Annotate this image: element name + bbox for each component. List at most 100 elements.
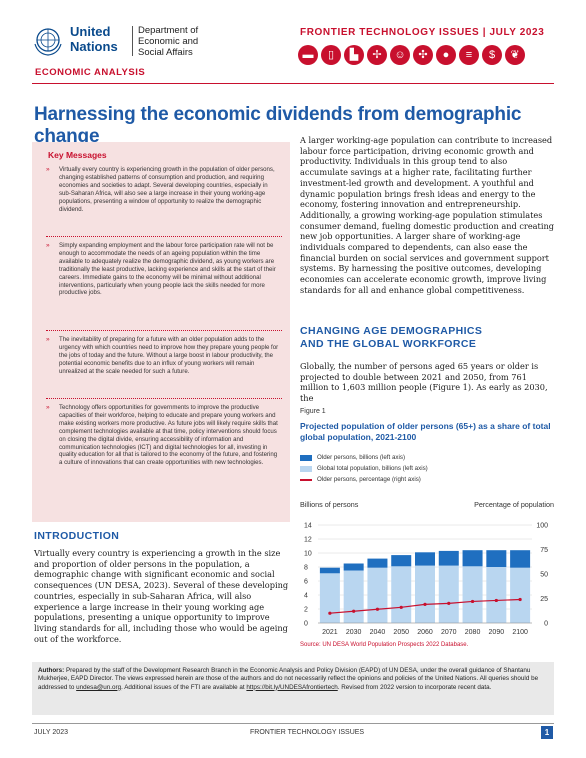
percentage-point	[328, 611, 332, 615]
percentage-point	[470, 599, 475, 604]
bar-total-population	[319, 573, 340, 623]
left-tick-label: 8	[304, 565, 308, 572]
left-tick-label: 2	[304, 607, 308, 614]
left-tick-label: 14	[304, 523, 312, 530]
legend-item: Older persons, billions (left axis)	[300, 454, 405, 461]
x-tick-label: 2050	[393, 629, 409, 636]
legend-line	[300, 478, 312, 481]
key-message-2: » Simply expanding employment and the lab…	[46, 242, 276, 297]
bar-older-persons	[462, 550, 483, 567]
percentage-point	[399, 605, 403, 609]
left-tick-label: 6	[304, 579, 308, 586]
factory-icon: ▙	[344, 45, 364, 65]
key-message-divider	[46, 330, 282, 331]
legend-item: Global total population, billions (left …	[300, 465, 428, 472]
x-tick-label: 2060	[417, 629, 433, 636]
legend-swatch	[300, 465, 312, 472]
figure-title: Projected population of older persons (6…	[300, 421, 551, 442]
header-rule	[32, 83, 554, 84]
bar-total-population	[486, 567, 507, 623]
left-tick-label: 4	[304, 593, 308, 600]
fti-link[interactable]: https://bit.ly/UNDESAfrontiertech	[246, 683, 338, 691]
x-tick-label: 2080	[465, 629, 481, 636]
right-tick-label: 100	[536, 523, 548, 530]
dollar-icon: $	[482, 45, 502, 65]
key-message-divider	[46, 398, 282, 399]
header-divider	[132, 26, 133, 56]
section-label: ECONOMIC ANALYSIS	[35, 67, 146, 78]
percentage-point	[447, 601, 451, 605]
percentage-point	[423, 602, 427, 606]
left-tick-label: 10	[304, 551, 312, 558]
bar-total-population	[391, 566, 412, 623]
bar-older-persons	[319, 567, 340, 574]
left-axis-title: Billions of persons	[300, 500, 359, 509]
key-message-1: » Virtually every country is experiencing…	[46, 166, 275, 213]
car-icon: ▬	[298, 45, 318, 65]
x-tick-label: 2100	[512, 629, 528, 636]
x-tick-label: 2030	[346, 629, 362, 636]
x-tick-label: 2090	[489, 629, 505, 636]
section-heading: CHANGING AGE DEMOGRAPHICS AND THE GLOBAL…	[300, 325, 483, 350]
page-number: 1	[541, 726, 553, 739]
bar-older-persons	[486, 550, 507, 567]
left-tick-label: 0	[304, 621, 308, 628]
right-tick-label: 75	[540, 547, 548, 554]
body-paragraph: A larger working-age population can cont…	[300, 135, 554, 295]
bullet-marker: »	[46, 336, 50, 343]
bar-older-persons	[343, 563, 364, 571]
phone-icon: ▯	[321, 45, 341, 65]
un-wordmark: United Nations	[70, 24, 118, 54]
right-tick-label: 25	[540, 596, 548, 603]
un-emblem-icon	[34, 28, 62, 56]
department-name: Department of Economic and Social Affair…	[138, 25, 199, 58]
bullet-marker: »	[46, 404, 50, 411]
bar-total-population	[438, 565, 459, 623]
body-paragraph: Globally, the number of persons aged 65 …	[300, 361, 548, 404]
figure-source: Source: UN DESA World Population Prospec…	[300, 642, 469, 648]
x-tick-label: 2040	[370, 629, 386, 636]
right-tick-label: 50	[540, 572, 548, 579]
key-messages-heading: Key Messages	[48, 150, 107, 160]
bullet-marker: »	[46, 242, 50, 249]
bar-total-population	[343, 570, 364, 623]
authors-note: Authors: Prepared by the staff of the De…	[38, 667, 539, 691]
bullet-marker: »	[46, 166, 50, 173]
bar-older-persons	[367, 558, 388, 568]
percentage-point	[375, 607, 380, 611]
bar-total-population	[462, 566, 483, 623]
key-message-3: » The inevitability of preparing for a fu…	[46, 336, 279, 375]
intro-heading: INTRODUCTION	[34, 530, 120, 542]
page-title: Harnessing the economic dividends from d…	[34, 104, 522, 147]
x-tick-label: 2021	[322, 629, 338, 636]
bar-older-persons	[510, 550, 531, 568]
authors-box	[32, 662, 554, 715]
drone-icon: ✢	[367, 45, 387, 65]
bar-older-persons	[415, 552, 435, 566]
right-axis-title: Percentage of population	[474, 500, 554, 509]
robot-icon: ☺	[390, 45, 410, 65]
intro-paragraph: Virtually every country is experiencing …	[34, 548, 289, 644]
wind-turbine-icon: ✣	[413, 45, 433, 65]
footer-rule	[32, 723, 554, 724]
series-title: FRONTIER TECHNOLOGY ISSUES | JULY 2023	[300, 27, 545, 38]
population-chart: Billions of persons Percentage of populat…	[300, 500, 554, 636]
left-tick-label: 12	[304, 537, 312, 544]
bar-older-persons	[391, 555, 412, 567]
topic-icon-row: ▬ ▯ ▙ ✢ ☺ ✣ ● ≡ $ ❦	[298, 45, 525, 65]
key-message-divider	[46, 236, 282, 237]
footer-title: FRONTIER TECHNOLOGY ISSUES	[250, 729, 365, 736]
key-messages-box	[32, 142, 290, 522]
bar-total-population	[415, 565, 435, 623]
legend-item: Older persons, percentage (right axis)	[300, 476, 421, 483]
leaf-icon: ❦	[505, 45, 525, 65]
bar-total-population	[367, 567, 388, 623]
key-message-4: » Technology offers opportunities for gov…	[46, 404, 278, 467]
piggy-bank-icon: ●	[436, 45, 456, 65]
email-link[interactable]: undesa@un.org	[76, 683, 122, 691]
right-tick-label: 0	[544, 621, 548, 628]
x-tick-label: 2070	[441, 629, 457, 636]
footer-date: JULY 2023	[34, 729, 68, 736]
coins-icon: ≡	[459, 45, 479, 65]
figure-label: Figure 1	[300, 408, 326, 415]
